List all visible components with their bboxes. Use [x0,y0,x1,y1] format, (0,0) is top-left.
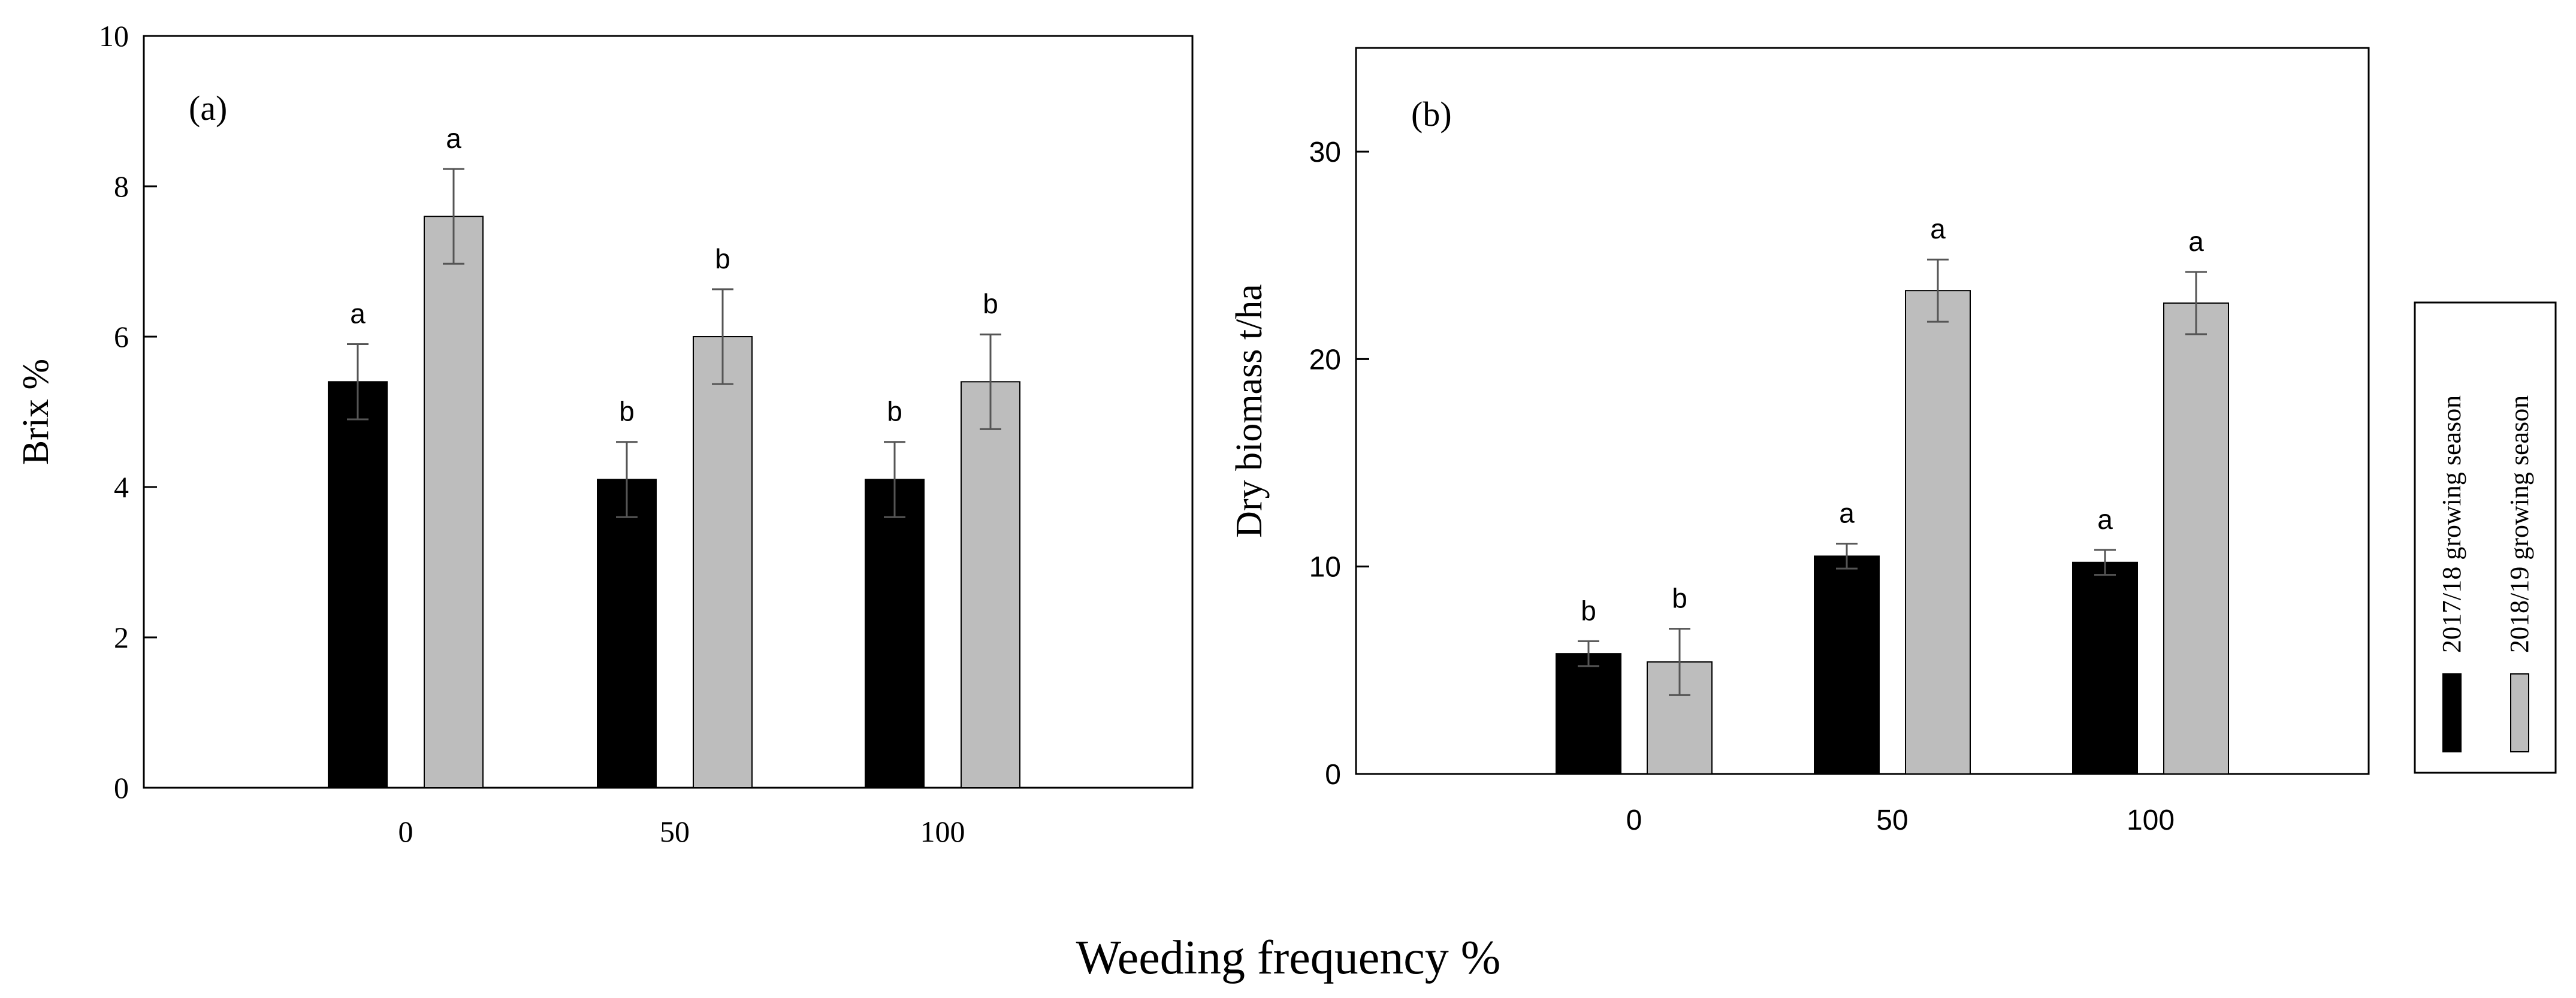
legend-label: 2017/18 growing season [2437,395,2466,653]
significance-letter: b [619,396,635,427]
bar [2072,561,2138,775]
panel-label: (a) [189,89,227,128]
x-tick-label: 100 [2127,805,2175,836]
x-tick-label: 50 [660,815,690,848]
bar [328,381,388,788]
bar [865,479,925,788]
y-tick-label: 20 [1309,344,1341,376]
significance-letter: b [983,288,998,319]
y-tick-label: 10 [99,19,129,53]
plot-frame [143,35,1194,789]
significance-letter: a [1839,498,1855,529]
bar [597,479,657,788]
legend: 2017/18 growing season 2018/19 growing se… [2414,301,2557,774]
x-tick-label: 0 [398,815,413,848]
y-tick-label: 0 [1325,759,1341,791]
bar [2163,302,2229,775]
y-axis-label: Brix % [16,359,56,465]
y-tick-label: 2 [114,621,129,654]
y-tick-label: 6 [114,320,129,353]
significance-letter: a [2097,504,2113,535]
x-tick-label: 50 [1876,805,1908,836]
significance-letter: a [1930,213,1946,244]
legend-swatch [2442,673,2462,752]
y-tick-label: 8 [114,170,129,203]
significance-letter: b [715,243,730,274]
legend-swatch [2510,673,2529,752]
bar [961,381,1020,788]
y-tick-label: 0 [114,771,129,805]
significance-letter: b [1672,583,1687,614]
bar [424,216,484,788]
y-axis-label: Dry biomass t/ha [1229,284,1270,538]
legend-label: 2018/19 growing season [2505,395,2534,653]
bar [1814,555,1880,775]
significance-letter: a [2188,226,2204,257]
y-tick-label: 10 [1309,552,1341,583]
shared-x-axis-label: Weeding frequency % [1076,932,1501,984]
panel-a: 0 2 4 6 8 10 Brix % (a) 0 50 100 a b b a b b [16,19,1194,848]
y-tick-label: 4 [114,470,129,504]
y-tick-label: 30 [1309,137,1341,168]
bar [693,336,753,788]
significance-letter: b [887,396,902,427]
significance-letter: b [1581,595,1596,626]
bar [1905,290,1971,775]
x-tick-label: 100 [920,815,965,848]
x-tick-label: 0 [1626,805,1642,836]
legend-frame [2414,301,2557,774]
panel-label: (b) [1411,95,1452,134]
significance-letter: a [446,123,461,154]
significance-letter: a [350,298,366,329]
bar [1556,653,1621,775]
panel-b: 0 10 20 30 Dry biomass t/ha (b) 0 50 100 b a a b a a [1229,47,2370,836]
